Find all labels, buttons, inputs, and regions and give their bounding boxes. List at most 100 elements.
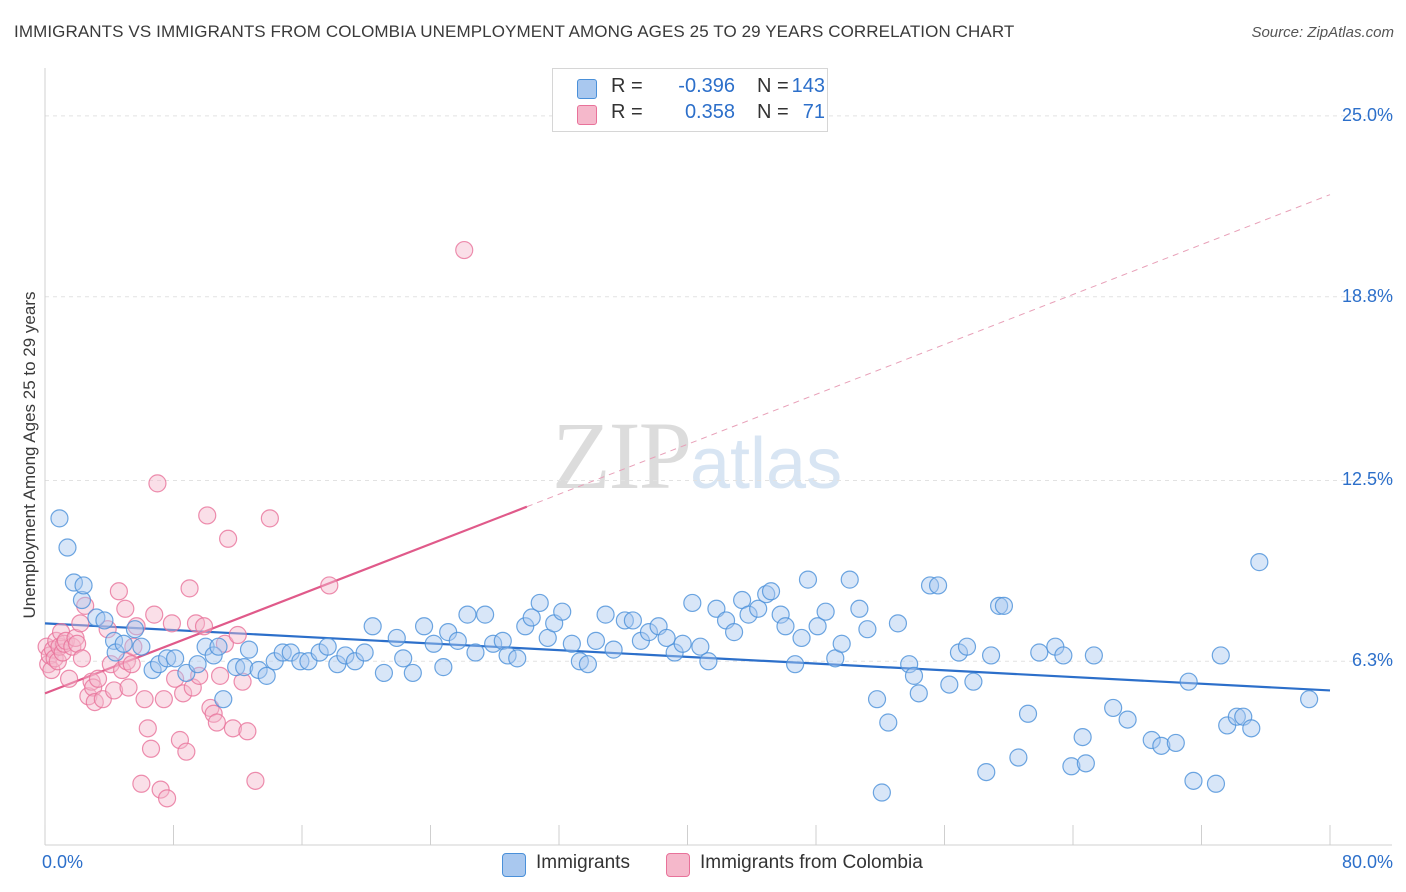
- point-immigrants: [867, 690, 887, 709]
- point-colombia: [127, 617, 146, 636]
- point-immigrants: [623, 611, 642, 630]
- point-colombia: [141, 739, 161, 758]
- point-immigrants: [977, 762, 996, 782]
- point-immigrants: [1084, 646, 1103, 665]
- point-immigrants: [257, 666, 276, 685]
- point-immigrants: [235, 658, 254, 677]
- point-immigrants: [909, 684, 928, 703]
- point-colombia: [76, 596, 95, 615]
- point-immigrants: [724, 623, 744, 642]
- point-immigrants: [434, 658, 453, 677]
- point-immigrants: [363, 617, 382, 636]
- point-immigrants: [1142, 730, 1161, 750]
- point-immigrants: [850, 599, 869, 618]
- gridlines: [45, 115, 1392, 662]
- point-immigrants: [132, 637, 151, 656]
- point-colombia: [48, 652, 67, 671]
- point-colombia: [177, 742, 196, 761]
- point-immigrants: [424, 634, 443, 653]
- point-immigrants: [114, 634, 133, 653]
- point-colombia: [59, 669, 79, 688]
- y-tick-label: 12.5%: [1341, 469, 1393, 490]
- point-immigrants: [1166, 733, 1185, 753]
- point-colombia: [112, 660, 132, 680]
- point-immigrants: [1152, 736, 1171, 755]
- point-immigrants: [691, 637, 710, 656]
- legend-swatch-colombia: [577, 105, 597, 125]
- point-immigrants: [808, 617, 827, 636]
- point-colombia: [119, 678, 138, 697]
- legend-r-value: -0.396: [678, 75, 735, 97]
- point-immigrants: [476, 605, 495, 624]
- point-immigrants: [95, 611, 114, 630]
- point-immigrants: [928, 576, 948, 595]
- point-immigrants: [448, 631, 467, 650]
- point-immigrants: [964, 672, 983, 691]
- point-immigrants: [1179, 672, 1198, 691]
- point-colombia: [154, 690, 173, 709]
- point-immigrants: [900, 655, 919, 674]
- watermark-atlas: atlas: [690, 424, 843, 504]
- point-immigrants: [832, 634, 851, 653]
- point-colombia: [194, 617, 214, 636]
- point-immigrants: [858, 620, 877, 639]
- point-colombia: [207, 713, 226, 732]
- point-immigrants: [816, 602, 835, 621]
- point-immigrants: [58, 538, 77, 557]
- point-colombia: [228, 625, 247, 645]
- legend-r-value: 0.358: [684, 101, 735, 123]
- point-immigrants: [657, 628, 676, 648]
- x-tick-label-max: 80.0%: [1341, 852, 1393, 872]
- point-immigrants: [739, 605, 758, 624]
- y-tick-label: 6.3%: [1351, 650, 1393, 671]
- point-immigrants: [1030, 643, 1049, 662]
- point-immigrants: [994, 596, 1014, 615]
- trend-line-colombia-extension: [526, 194, 1331, 508]
- point-immigrants: [761, 582, 781, 601]
- correlation-legend: R = -0.396 N = 143 R = 0.358 N = 71: [552, 68, 828, 132]
- point-colombia: [135, 690, 154, 709]
- point-colombia: [170, 730, 190, 750]
- point-immigrants: [204, 646, 223, 665]
- legend-swatch-immigrants: [577, 79, 597, 99]
- point-immigrants: [771, 605, 790, 624]
- point-immigrants: [872, 783, 891, 802]
- y-tick-label: 18.8%: [1341, 285, 1393, 306]
- point-immigrants: [879, 713, 898, 732]
- point-colombia: [260, 509, 279, 528]
- point-colombia: [138, 719, 157, 738]
- bottom-legend-swatch-colombia: [666, 853, 690, 877]
- point-colombia: [72, 649, 92, 668]
- bottom-legend-swatch-immigrants: [502, 853, 526, 877]
- point-immigrants: [699, 652, 718, 671]
- point-colombia: [116, 599, 135, 618]
- point-immigrants: [214, 690, 233, 709]
- point-colombia: [180, 579, 199, 598]
- source-label[interactable]: Source: ZipAtlas.com: [1251, 24, 1394, 41]
- point-immigrants: [957, 637, 977, 656]
- point-immigrants: [840, 570, 859, 589]
- point-immigrants: [74, 576, 93, 595]
- point-immigrants: [239, 640, 259, 659]
- point-colombia: [104, 681, 124, 700]
- legend-n-label: N =: [757, 75, 789, 97]
- point-immigrants: [1073, 727, 1092, 747]
- point-immigrants: [1009, 748, 1028, 767]
- point-immigrants: [188, 655, 207, 674]
- point-immigrants: [466, 643, 485, 662]
- point-colombia: [219, 529, 238, 548]
- legend-r-label: R =: [611, 101, 643, 123]
- legend-n-value: 143: [791, 75, 825, 97]
- point-colombia: [166, 669, 185, 688]
- point-colombia: [198, 506, 217, 525]
- point-colombia: [122, 655, 141, 674]
- point-immigrants: [1250, 553, 1269, 572]
- point-colombia: [223, 719, 243, 738]
- point-immigrants: [904, 666, 924, 685]
- point-colombia: [109, 582, 128, 601]
- point-immigrants: [757, 585, 776, 604]
- point-immigrants: [1242, 719, 1261, 738]
- point-immigrants: [1118, 710, 1137, 729]
- watermark: ZIPatlas: [552, 400, 842, 511]
